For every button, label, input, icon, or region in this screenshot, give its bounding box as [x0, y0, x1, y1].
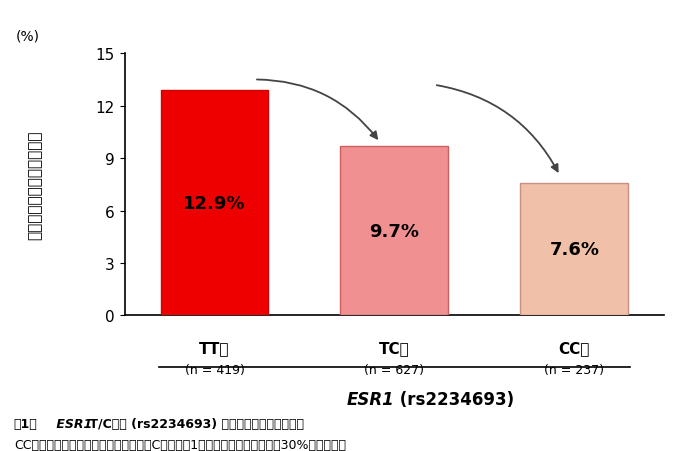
Text: (n = 627): (n = 627) [365, 363, 424, 376]
Text: 7.6%: 7.6% [549, 240, 599, 258]
Bar [340, 147, 448, 316]
Bar [161, 91, 268, 316]
Text: T/C多型 (rs2234693) と筋損傷の受傷率の関係: T/C多型 (rs2234693) と筋損傷の受傷率の関係 [85, 417, 304, 430]
Text: CC型では筋損傷の受傷率が最も低く，Cの塩基を1つ有するごとにリスクが30%低下する。: CC型では筋損傷の受傷率が最も低く，Cの塩基を1つ有するごとにリスクが30%低下… [14, 438, 346, 451]
Text: TC型: TC型 [379, 341, 410, 355]
Text: CC型: CC型 [558, 341, 590, 355]
Text: (n = 237): (n = 237) [545, 363, 604, 376]
Text: ESR1: ESR1 [52, 417, 92, 430]
Text: 12.9%: 12.9% [183, 194, 246, 212]
Text: 筋損傷の既往を有する割合: 筋損傷の既往を有する割合 [27, 130, 42, 239]
Text: 9.7%: 9.7% [370, 222, 419, 240]
Text: (%): (%) [15, 30, 39, 44]
Text: ESR1: ESR1 [347, 390, 394, 408]
Text: (n = 419): (n = 419) [185, 363, 244, 376]
Text: 図1：: 図1： [14, 417, 37, 430]
Text: (rs2234693): (rs2234693) [394, 390, 515, 408]
Text: TT型: TT型 [199, 341, 230, 355]
Bar [520, 183, 628, 316]
